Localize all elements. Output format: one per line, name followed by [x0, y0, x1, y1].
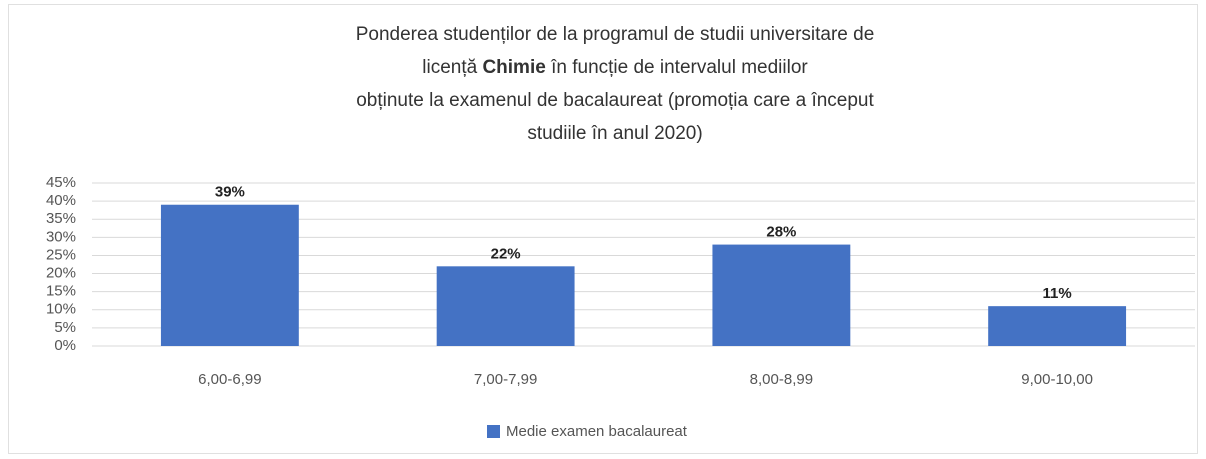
chart-frame — [8, 4, 1198, 454]
data-label: 28% — [766, 224, 796, 241]
title-part: licență — [422, 57, 478, 78]
y-tick-label: 0% — [54, 337, 76, 354]
data-label: 39% — [215, 184, 245, 201]
y-tick-label: 35% — [46, 210, 76, 227]
x-tick-label: 6,00-6,99 — [198, 371, 261, 388]
title-bold: Chimie — [482, 57, 546, 78]
y-tick-label: 30% — [46, 228, 76, 245]
title-line: studiile în anul 2020) — [527, 123, 703, 144]
y-tick-label: 15% — [46, 283, 76, 300]
y-tick-label: 10% — [46, 301, 76, 318]
bar — [160, 204, 299, 346]
y-tick-label: 20% — [46, 265, 76, 282]
legend-swatch — [487, 425, 500, 438]
y-tick-label: 40% — [46, 192, 76, 209]
x-tick-label: 9,00-10,00 — [1021, 371, 1093, 388]
data-label: 11% — [1043, 285, 1072, 302]
y-tick-label: 45% — [46, 174, 76, 191]
title-part: în funcție de intervalul mediilor — [551, 57, 808, 78]
title-line: licență Chimie în funcție de intervalul … — [215, 51, 1015, 84]
title-line: obținute la examenul de bacalaureat (pro… — [356, 90, 874, 111]
x-tick-label: 8,00-8,99 — [750, 371, 813, 388]
y-tick-label: 5% — [54, 319, 76, 336]
data-label: 22% — [491, 245, 521, 262]
bar — [436, 266, 575, 346]
y-tick-label: 25% — [46, 246, 76, 263]
bar — [712, 244, 851, 346]
bar — [988, 306, 1127, 346]
chart-title: Ponderea studenților de la programul de … — [215, 18, 1015, 150]
x-tick-label: 7,00-7,99 — [474, 371, 537, 388]
title-line: Ponderea studenților de la programul de … — [355, 24, 875, 45]
legend-label: Medie examen bacalaureat — [506, 423, 688, 440]
